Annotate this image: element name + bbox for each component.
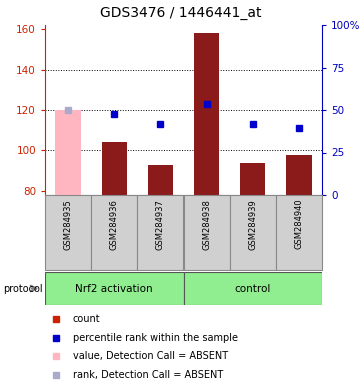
Text: protocol: protocol <box>4 283 43 293</box>
Text: GSM284939: GSM284939 <box>248 199 257 250</box>
Bar <box>137 195 183 270</box>
Bar <box>276 195 322 270</box>
Text: GSM284936: GSM284936 <box>110 199 119 250</box>
Bar <box>45 272 183 305</box>
Bar <box>148 165 173 195</box>
Text: count: count <box>73 314 100 324</box>
Text: GSM284938: GSM284938 <box>202 199 211 250</box>
Text: GDS3476 / 1446441_at: GDS3476 / 1446441_at <box>100 6 261 20</box>
Bar <box>55 110 81 195</box>
Text: Nrf2 activation: Nrf2 activation <box>75 283 153 293</box>
Bar <box>45 195 91 270</box>
Bar <box>101 142 127 195</box>
Bar <box>286 154 312 195</box>
Text: GSM284937: GSM284937 <box>156 199 165 250</box>
Text: GSM284935: GSM284935 <box>64 199 73 250</box>
Bar <box>230 195 276 270</box>
Bar <box>183 272 322 305</box>
Text: rank, Detection Call = ABSENT: rank, Detection Call = ABSENT <box>73 370 223 380</box>
Bar <box>183 195 230 270</box>
Bar <box>194 33 219 195</box>
Bar <box>91 195 137 270</box>
Text: GSM284940: GSM284940 <box>295 199 303 249</box>
Text: value, Detection Call = ABSENT: value, Detection Call = ABSENT <box>73 351 228 361</box>
Bar <box>240 162 265 195</box>
Text: control: control <box>235 283 271 293</box>
Text: percentile rank within the sample: percentile rank within the sample <box>73 333 238 343</box>
